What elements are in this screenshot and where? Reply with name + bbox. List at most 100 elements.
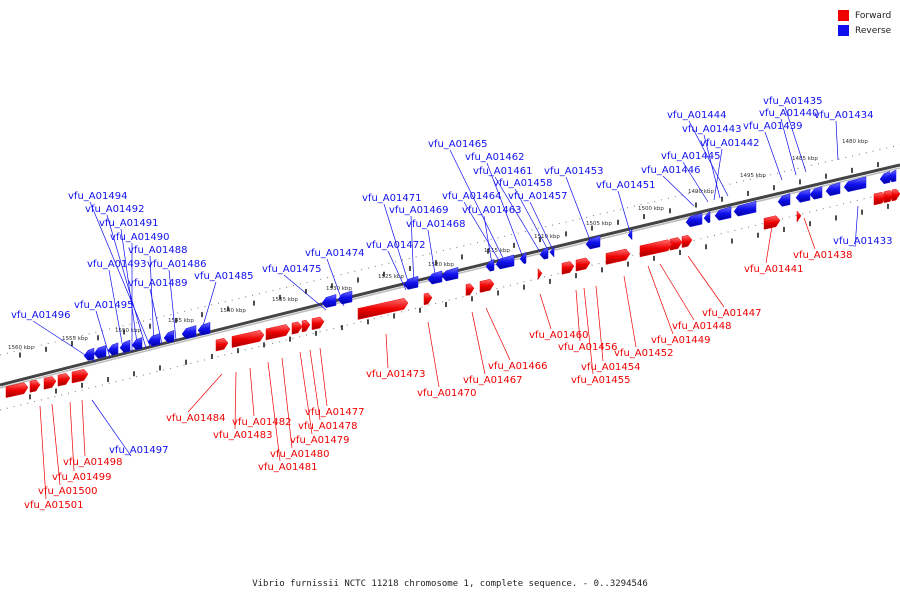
gene-label: vfu_A01501 — [24, 500, 83, 511]
reverse-gene-arrow — [777, 193, 791, 207]
leader-line — [471, 311, 486, 375]
reverse-gene-arrow — [879, 171, 891, 185]
gene-label: vfu_A01441 — [744, 264, 803, 275]
scale-label: 1535 kbp — [272, 297, 298, 303]
leader-line — [485, 307, 511, 361]
leader-line — [486, 162, 523, 256]
reverse-gene-arrow — [627, 228, 633, 241]
leader-line — [494, 176, 541, 253]
forward-gene-arrow — [43, 376, 57, 390]
leader-line — [803, 217, 816, 250]
gene-label: vfu_A01474 — [305, 248, 364, 259]
gene-label: vfu_A01456 — [558, 342, 617, 353]
leader-line — [108, 269, 125, 355]
leader-line — [234, 371, 237, 430]
forward-gene-arrow — [265, 324, 291, 341]
gene-label: vfu_A01461 — [473, 166, 532, 177]
reverse-gene-arrow — [549, 246, 555, 258]
forward-gene-arrow — [891, 188, 900, 202]
reverse-gene-arrow — [519, 251, 527, 264]
gene-arrows — [5, 169, 900, 398]
forward-gene-arrow — [763, 215, 781, 230]
leader-line — [575, 289, 581, 342]
gene-label: vfu_A01465 — [428, 139, 487, 150]
leader-line — [120, 228, 139, 351]
forward-gene-arrow — [291, 321, 303, 335]
leader-line — [427, 321, 440, 388]
scale-label: 1540 kbp — [220, 308, 246, 314]
leader-line — [662, 175, 695, 207]
legend: Forward Reverse — [838, 8, 891, 38]
gene-label: vfu_A01470 — [417, 388, 476, 399]
gene-label: vfu_A01464 — [442, 191, 501, 202]
leader-line — [149, 255, 155, 347]
reverse-gene-arrow — [887, 169, 897, 183]
scale-ticks: 1480 kbp 1485 kbp 1490 kbp 1495 kbp 1500 kbp… — [8, 139, 889, 400]
gene-label: vfu_A01483 — [213, 430, 272, 441]
leader-line — [319, 347, 328, 407]
leader-line — [299, 351, 313, 435]
forward-gene-arrow — [561, 261, 575, 275]
gene-label: vfu_A01495 — [74, 300, 133, 311]
reverse-gene-arrow — [539, 246, 549, 260]
leader-line — [703, 134, 721, 199]
leader-line — [483, 215, 493, 265]
reverse-gene-arrow — [733, 200, 757, 217]
leader-line — [682, 161, 709, 203]
gene-label: vfu_A01492 — [85, 204, 144, 215]
gene-label: vfu_A01447 — [702, 308, 761, 319]
gene-label: vfu_A01473 — [366, 369, 425, 380]
leader-line — [385, 333, 389, 369]
gene-label: vfu_A01500 — [38, 486, 97, 497]
gene-label: vfu_A01438 — [793, 250, 852, 261]
legend-forward: Forward — [838, 8, 891, 23]
leader-line — [764, 131, 783, 181]
gene-label: vfu_A01440 — [759, 108, 818, 119]
forward-gene-arrow — [537, 267, 543, 281]
leader-line — [106, 214, 147, 349]
gene-label: vfu_A01481 — [258, 462, 317, 473]
leader-line — [281, 357, 293, 449]
gene-label: vfu_A01443 — [682, 124, 741, 135]
scale-label: 1490 kbp — [688, 189, 714, 195]
reverse-gene-arrow — [427, 270, 443, 285]
forward-gene-arrow — [301, 319, 311, 333]
gene-label: vfu_A01449 — [651, 335, 710, 346]
gene-label: vfu_A01497 — [109, 445, 168, 456]
forward-gene-arrow — [29, 379, 41, 393]
reverse-gene-arrow — [83, 347, 95, 361]
leader-line — [514, 188, 549, 251]
gene-label: vfu_A01475 — [262, 264, 321, 275]
forward-gene-arrow — [465, 283, 475, 296]
gene-label: vfu_A01477 — [305, 407, 364, 418]
leader-line — [784, 106, 807, 173]
leader-line — [529, 201, 553, 249]
scale-label: 1485 kbp — [792, 156, 818, 162]
gene-label: vfu_A01467 — [463, 375, 522, 386]
gene-label: vfu_A01472 — [366, 240, 425, 251]
gene-label: vfu_A01453 — [544, 166, 603, 177]
reverse-gene-arrow — [825, 182, 841, 197]
scale-label: 1545 kbp — [168, 318, 194, 324]
gene-label: vfu_A01466 — [488, 361, 547, 372]
gene-label: vfu_A01491 — [99, 218, 158, 229]
reverse-gene-arrow — [337, 290, 353, 305]
gene-label: vfu_A01496 — [11, 310, 70, 321]
forward-gene-arrow — [5, 382, 29, 398]
forward-swatch — [838, 10, 849, 21]
gene-label: vfu_A01462 — [465, 152, 524, 163]
reverse-gene-arrow — [181, 325, 197, 339]
reverse-gene-arrow — [403, 275, 419, 290]
forward-gene-arrow — [669, 237, 683, 251]
forward-gene-arrow — [575, 257, 591, 272]
forward-gene-arrow — [357, 298, 409, 320]
forward-gene-arrow — [215, 337, 229, 352]
leader-line — [687, 255, 725, 308]
gene-label: vfu_A01478 — [298, 421, 357, 432]
gene-label: vfu_A01469 — [389, 205, 448, 216]
leader-line — [539, 293, 552, 330]
gene-label: vfu_A01499 — [52, 472, 111, 483]
scale-label: 1550 kbp — [115, 328, 141, 334]
gene-label: vfu_A01490 — [110, 232, 169, 243]
